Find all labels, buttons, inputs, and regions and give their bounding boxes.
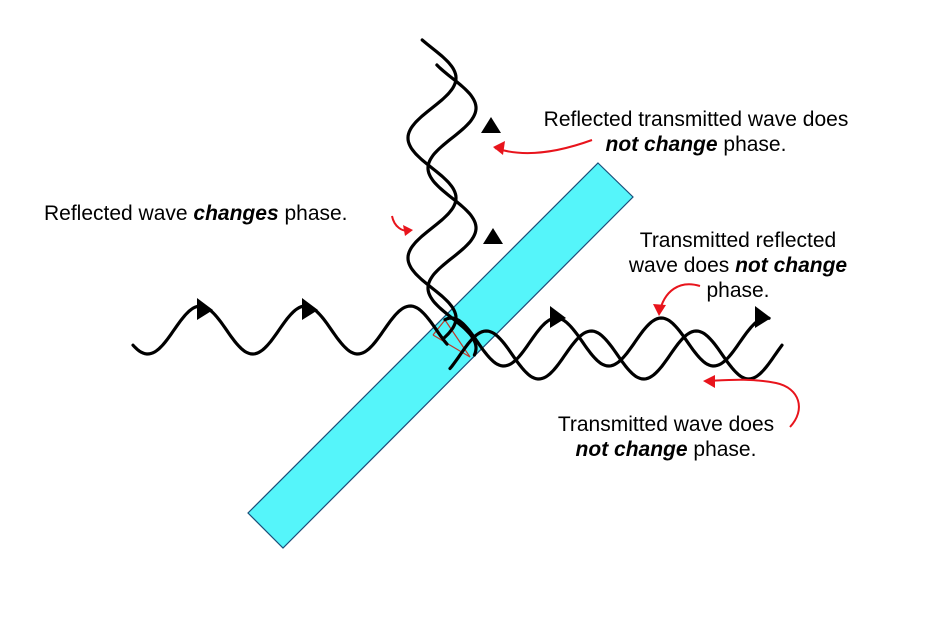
arrowhead-reflected-transmitted-2 xyxy=(483,228,503,244)
arrowheads xyxy=(197,117,771,328)
internal-ray-1 xyxy=(444,319,471,358)
internal-rays xyxy=(432,319,471,358)
pointer-head-1 xyxy=(493,141,505,155)
arrowhead-transmitted-2 xyxy=(755,306,771,328)
incident-wave xyxy=(131,304,449,356)
label-reflected-transmitted-line2: not change phase. xyxy=(605,133,787,156)
beam-splitter-slab xyxy=(247,162,634,549)
label-transmitted-reflected-line3: phase. xyxy=(706,279,770,302)
label-transmitted-line2: not change phase. xyxy=(575,438,757,461)
pointer-reflected-transmitted xyxy=(494,139,593,155)
label-reflected-transmitted-line1: Reflected transmitted wave does xyxy=(543,108,849,131)
label-transmitted: Transmitted wave does not change phase. xyxy=(530,412,802,462)
arrowhead-reflected-transmitted-1 xyxy=(481,117,501,133)
pointer-head-4 xyxy=(703,375,715,388)
arrowhead-transmitted-1 xyxy=(550,306,566,328)
transmitted-reflected-wave xyxy=(443,316,771,368)
internal-ray-2 xyxy=(432,334,471,358)
label-reflected: Reflected wave changes phase. xyxy=(44,202,348,225)
waves xyxy=(131,38,784,381)
pointer-transmitted xyxy=(705,378,800,428)
transmitted-wave xyxy=(448,329,784,381)
pointer-head-2 xyxy=(403,225,413,236)
label-reflected-transmitted: Reflected transmitted wave does not chan… xyxy=(520,107,872,157)
arrowhead-incident-2 xyxy=(302,298,318,320)
label-transmitted-reflected-line1: Transmitted reflected xyxy=(639,229,837,252)
pointer-head-3 xyxy=(653,304,666,316)
label-transmitted-reflected-line2: wave does not change xyxy=(628,254,848,277)
internal-ray-3 xyxy=(432,319,446,336)
reflected-wave xyxy=(406,38,458,340)
pointer-arrowheads xyxy=(403,141,715,388)
arrowhead-incident-1 xyxy=(197,298,213,320)
reflected-transmitted-wave xyxy=(426,63,478,357)
label-transmitted-reflected: Transmitted reflected wave does not chan… xyxy=(600,228,876,303)
label-transmitted-line1: Transmitted wave does xyxy=(557,413,775,436)
